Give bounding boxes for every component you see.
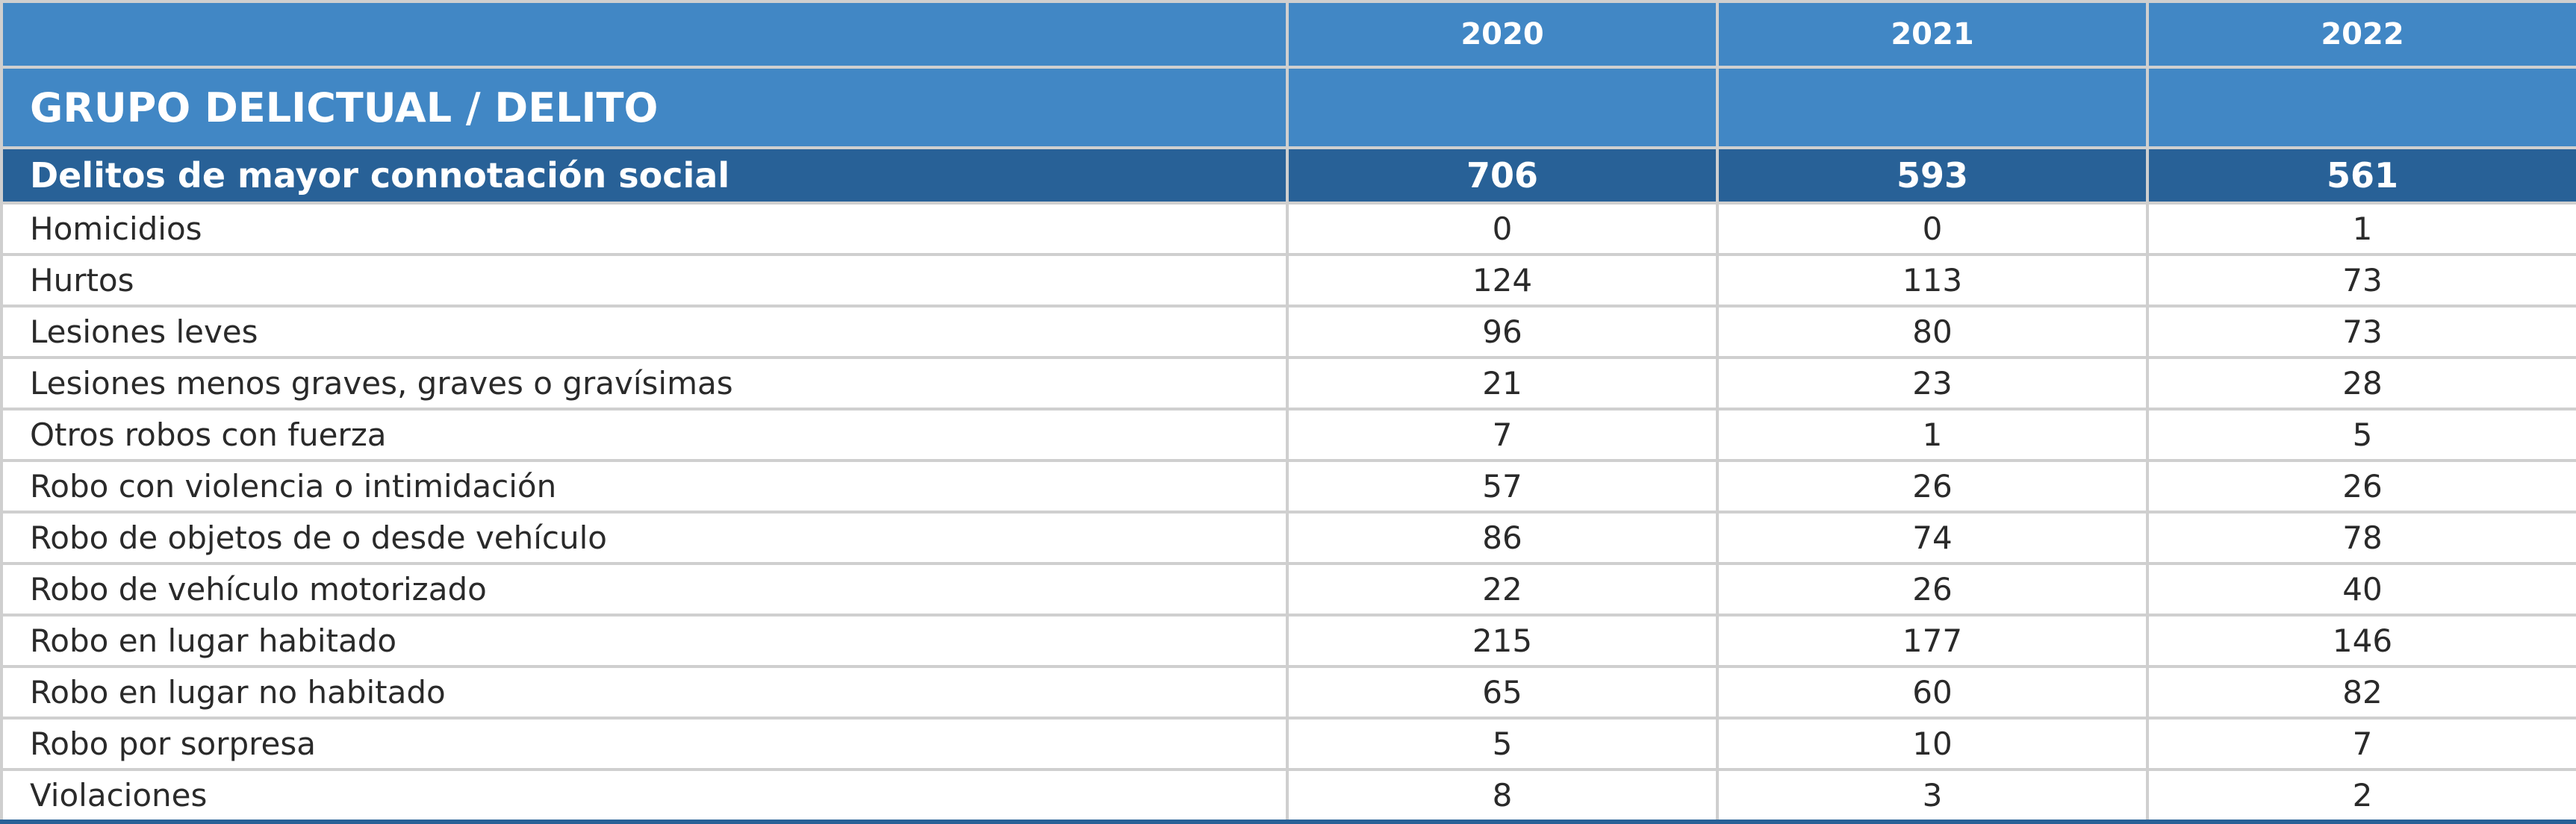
crime-count-cell: 5 — [1286, 717, 1719, 771]
crime-count-cell: 21 — [1286, 356, 1719, 411]
empty-header-cell — [1286, 66, 1719, 149]
crime-label: Lesiones menos graves, graves o gravísim… — [0, 356, 1289, 411]
crime-count-cell: 215 — [1286, 614, 1719, 668]
group-header-row: GRUPO DELICTUAL / DELITO — [0, 66, 2576, 149]
crime-label: Robo con violencia o intimidación — [0, 459, 1289, 514]
year-header-row: 2020 2021 2022 — [0, 0, 2576, 69]
crime-count-cell: 73 — [2146, 305, 2576, 359]
crime-count-cell: 22 — [1286, 562, 1719, 617]
table-row: Robo de vehículo motorizado 22 26 40 — [0, 562, 2576, 617]
year-header-cell: 2020 — [1286, 0, 1719, 69]
crime-count-cell: 1 — [2146, 202, 2576, 256]
crime-count-cell: 177 — [1716, 614, 2149, 668]
table-row: Homicidios 0 0 1 — [0, 202, 2576, 256]
crime-count-cell: 23 — [1716, 356, 2149, 411]
crime-label: Robo de vehículo motorizado — [0, 562, 1289, 617]
crime-label: Robo de objetos de o desde vehículo — [0, 511, 1289, 565]
group-header-label: GRUPO DELICTUAL / DELITO — [0, 66, 1289, 149]
empty-corner-cell — [0, 0, 1289, 69]
crime-count-cell: 146 — [2146, 614, 2576, 668]
table-body: Delitos de mayor connotación social 706 … — [0, 146, 2576, 823]
crime-count-cell: 74 — [1716, 511, 2149, 565]
crime-count-cell: 80 — [1716, 305, 2149, 359]
crime-count-cell: 0 — [1286, 202, 1719, 256]
crime-count-cell: 73 — [2146, 253, 2576, 308]
table-row: Robo en lugar no habitado 65 60 82 — [0, 665, 2576, 720]
crime-count-cell: 1 — [1716, 408, 2149, 462]
crime-label: Robo en lugar habitado — [0, 614, 1289, 668]
crime-count-cell: 7 — [2146, 717, 2576, 771]
crime-count-cell: 10 — [1716, 717, 2149, 771]
crime-count-cell: 60 — [1716, 665, 2149, 720]
year-header-cell: 2022 — [2146, 0, 2576, 69]
table-row: Lesiones leves 96 80 73 — [0, 305, 2576, 359]
crime-label: Violaciones — [0, 768, 1289, 823]
category-total-value: 561 — [2146, 146, 2576, 205]
year-header-cell: 2021 — [1716, 0, 2149, 69]
crime-count-cell: 65 — [1286, 665, 1719, 720]
crime-count-cell: 96 — [1286, 305, 1719, 359]
table-bottom-rule — [0, 820, 2576, 824]
table-row: Robo de objetos de o desde vehículo 86 74 7… — [0, 511, 2576, 565]
category-total-value: 593 — [1716, 146, 2149, 205]
crime-count-cell: 26 — [2146, 459, 2576, 514]
table-row: Otros robos con fuerza 7 1 5 — [0, 408, 2576, 462]
table-row: Robo con violencia o intimidación 57 26 26 — [0, 459, 2576, 514]
crime-count-cell: 0 — [1716, 202, 2149, 256]
crime-count-cell: 82 — [2146, 665, 2576, 720]
crime-count-cell: 5 — [2146, 408, 2576, 462]
table-row: Robo por sorpresa 5 10 7 — [0, 717, 2576, 771]
category-label: Delitos de mayor connotación social — [0, 146, 1289, 205]
crime-label: Lesiones leves — [0, 305, 1289, 359]
crime-count-cell: 2 — [2146, 768, 2576, 823]
crime-count-cell: 113 — [1716, 253, 2149, 308]
crime-count-cell: 28 — [2146, 356, 2576, 411]
table-row: Hurtos 124 113 73 — [0, 253, 2576, 308]
category-total-row: Delitos de mayor connotación social 706 … — [0, 146, 2576, 205]
crime-count-cell: 40 — [2146, 562, 2576, 617]
table-row: Lesiones menos graves, graves o gravísim… — [0, 356, 2576, 411]
crime-count-cell: 124 — [1286, 253, 1719, 308]
table-row: Robo en lugar habitado 215 177 146 — [0, 614, 2576, 668]
crime-label: Robo en lugar no habitado — [0, 665, 1289, 720]
crime-count-cell: 86 — [1286, 511, 1719, 565]
empty-header-cell — [1716, 66, 2149, 149]
crime-count-cell: 26 — [1716, 459, 2149, 514]
crime-count-cell: 78 — [2146, 511, 2576, 565]
crime-count-cell: 8 — [1286, 768, 1719, 823]
empty-header-cell — [2146, 66, 2576, 149]
table-row: Violaciones 8 3 2 — [0, 768, 2576, 823]
crime-label: Homicidios — [0, 202, 1289, 256]
crime-label: Otros robos con fuerza — [0, 408, 1289, 462]
crime-label: Robo por sorpresa — [0, 717, 1289, 771]
crime-count-cell: 26 — [1716, 562, 2149, 617]
crime-count-cell: 7 — [1286, 408, 1719, 462]
crime-count-cell: 3 — [1716, 768, 2149, 823]
table-header: 2020 2021 2022 GRUPO DELICTUAL / DELITO — [0, 0, 2576, 149]
category-total-value: 706 — [1286, 146, 1719, 205]
crime-label: Hurtos — [0, 253, 1289, 308]
crime-count-cell: 57 — [1286, 459, 1719, 514]
